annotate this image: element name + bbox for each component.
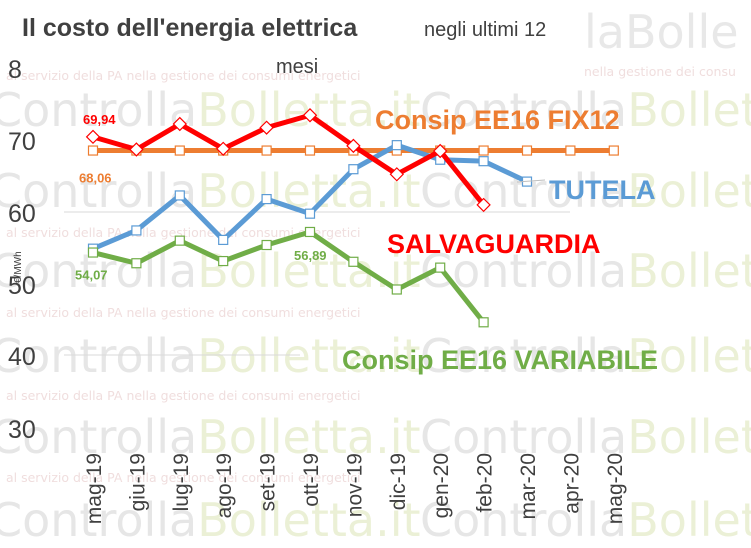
data-point [218,234,229,246]
y-tick-label: 50 [8,272,36,300]
data-point [129,142,144,157]
label-connector [516,179,546,183]
data-point [391,140,402,151]
data-point [565,145,576,156]
watermark-tagline: nella gestione dei consu [584,64,736,79]
data-label: 68,06 [79,171,112,186]
label-layer: Consip EE16 FIX12 TUTELA SALVAGUARDIA Consi… [75,105,658,375]
watermark-brand: ControllaBolletta.it [420,410,751,464]
watermark-tagline: al servizio della PA nella gestione dei … [6,305,361,320]
data-point [391,284,402,295]
watermark-brand: ControllaBolletta.it [420,164,751,218]
watermark-brand: ControllaBolletta.it [0,410,421,464]
series-layer [85,108,619,328]
data-point [261,193,272,205]
data-point [346,138,361,154]
data-point [172,116,188,132]
chart-subtitle-line1: negli ultimi 12 [424,19,546,41]
series-line [92,229,486,324]
data-point [432,143,448,159]
data-point [478,145,489,156]
x-tick-label: mag-20 [604,453,627,524]
data-point [435,262,446,273]
data-point [302,108,318,123]
x-tick-label: dic-19 [387,453,410,510]
data-label: 54,07 [75,268,108,283]
watermark-brand: laBolle [584,5,739,59]
data-point [85,129,101,145]
watermark-tagline: al servizio della PA nella gestione dei … [6,225,361,240]
data-label: 56,89 [294,248,327,263]
x-tick-label: mag-19 [83,453,106,524]
data-point [608,145,619,156]
watermark-layer: laBolleControllaBolletta.itControllaBoll… [0,5,751,547]
watermark-brand: ControllaBolletta.it [0,493,421,547]
watermark-brand: ControllaBolletta.it [0,164,421,218]
watermark-brand: ControllaBolletta.it [420,329,751,383]
series-name-label: SALVAGUARDIA [387,229,601,259]
y-tick-label: 8 [8,56,22,84]
data-point [261,239,272,251]
data-label: 69,94 [83,112,116,127]
data-point [478,156,489,167]
data-point [348,256,359,267]
data-point [174,235,185,246]
series-consip-ee16-variabile [87,226,489,328]
y-axis-label: €/MWh [13,251,24,283]
x-tick-label: apr-20 [560,453,583,514]
watermark-tagline: al servizio della PA nella gestione dei … [6,470,361,485]
data-point [304,208,316,219]
x-tick-label: ago-19 [213,453,236,518]
x-tick-label: nov-19 [343,453,366,517]
series-salvaguardia [85,108,491,213]
axis-layer: 30 40 50 60 70 8 €/MWh mag-19 giu-19 lug-19 ago-19… [8,56,627,524]
data-point [174,190,185,201]
watermark-brand: ControllaBolletta.it [0,83,421,137]
watermark-brand: ControllaBolletta.it [420,83,751,137]
x-tick-label: set-19 [257,453,280,511]
watermark-brand: ControllaBolletta.it [420,244,751,298]
series-name-label: Consip EE16 FIX12 [375,105,620,135]
watermark-tagline: al servizio della PA nella gestione dei … [6,68,361,83]
data-point [261,145,272,156]
x-tick-label: mar-20 [517,453,540,520]
data-point [131,225,142,236]
data-point [259,120,274,135]
watermark-brand: ControllaBolletta.it [0,329,421,383]
watermark-brand: ControllaBolletta.it [420,493,751,547]
data-point [215,141,231,157]
data-point [304,145,316,156]
watermark-brand: ControllaBolletta.it [0,244,421,298]
x-tick-label: gen-20 [430,453,453,518]
data-point [87,247,99,258]
series-line [92,112,486,207]
y-tick-label: 30 [8,416,36,444]
data-point [174,145,185,156]
data-point [218,255,229,267]
x-tick-label: feb-20 [474,453,497,513]
chart-subtitle-line2: mesi [276,56,318,78]
x-tick-label: giu-19 [126,453,149,511]
y-tick-label: 40 [8,343,36,371]
data-point [389,167,405,182]
data-point [348,164,359,175]
y-tick-label: 60 [8,200,36,228]
data-point [521,145,533,156]
series-name-label: TUTELA [549,175,655,205]
x-tick-label: lug-19 [170,453,193,511]
data-point [476,197,491,213]
y-tick-label: 70 [8,128,36,156]
chart-title: Il costo dell'energia elettrica [22,14,358,42]
data-point [87,145,99,156]
watermark-tagline: al servizio della PA nella gestione dei … [6,388,361,403]
data-point [131,258,142,269]
x-tick-label: ott-19 [300,453,323,507]
data-point [304,226,316,238]
data-point [478,317,489,328]
series-name-label: Consip EE16 VARIABILE [342,345,658,375]
title-layer: Il costo dell'energia elettrica negli ul… [22,14,546,78]
